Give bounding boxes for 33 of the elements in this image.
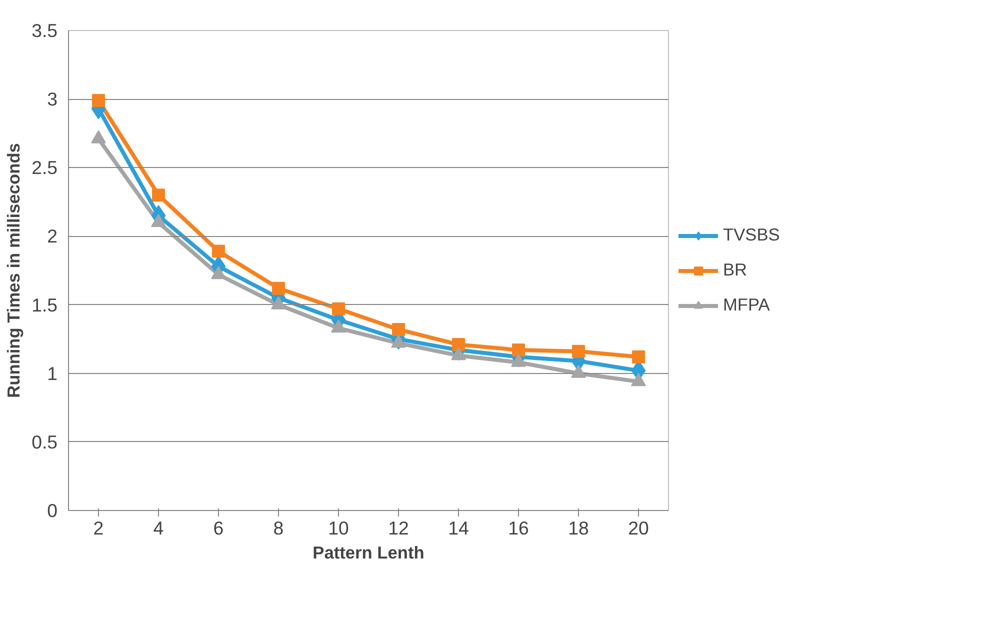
x-tick-label: 14 [448,518,469,538]
point [92,94,105,107]
point [272,282,285,295]
point [392,322,405,336]
legend-label: TVSBS [723,224,780,246]
point [152,188,165,202]
y-tick-label: 3 [47,88,58,110]
x-tick-label: 10 [328,518,349,538]
x-tick-label: 8 [273,518,284,538]
y-tick-label: 0.5 [32,431,58,452]
x-tick-label: 4 [153,518,164,538]
y-tick-label: 3.5 [32,20,58,41]
point [512,344,525,357]
legend-label: MFPA [723,294,770,316]
point [632,350,645,364]
point [332,302,345,316]
y-axis-title: Running Times in milliseconds [4,143,24,398]
point [212,244,225,258]
point [572,344,585,358]
x-tick-label: 18 [568,518,589,538]
x-axis-title: Pattern Lenth [312,542,424,562]
y-tick-label: 1.5 [32,294,58,316]
x-tick-label: 6 [213,518,224,538]
legend-label: BR [723,260,748,280]
y-tick-label: 0 [47,500,58,521]
x-tick-label: 16 [508,518,529,538]
point [452,338,465,352]
y-tick-label: 2.5 [32,157,58,178]
y-tick-label: 1 [47,362,58,384]
y-tick-label: 2 [47,226,58,247]
x-tick-label: 12 [388,518,409,538]
x-tick-label: 2 [93,518,104,538]
x-tick-label: 20 [628,518,649,538]
